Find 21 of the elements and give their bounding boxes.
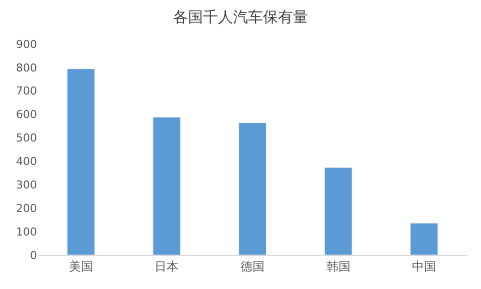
bar	[238, 122, 266, 255]
x-tick-label: 韩国	[326, 259, 350, 274]
x-tick-label: 德国	[240, 259, 264, 274]
x-tick-label: 中国	[412, 259, 436, 274]
y-tick-label: 700	[16, 84, 37, 98]
y-tick-label: 500	[16, 132, 37, 145]
bar	[152, 116, 181, 255]
y-tick-label: 200	[16, 202, 37, 215]
y-tick-label: 300	[16, 178, 37, 192]
y-tick-label: 800	[16, 61, 37, 74]
y-tick-label: 600	[16, 108, 37, 122]
bar	[324, 167, 352, 255]
y-tick-label: 900	[16, 38, 37, 51]
y-tick-label: 400	[16, 155, 37, 168]
chart-title: 各国千人汽车保有量	[173, 8, 308, 26]
x-tick-label: 美国	[68, 259, 93, 274]
bar	[66, 68, 95, 255]
y-tick-label: 100	[16, 225, 37, 238]
x-tick-label: 日本	[154, 259, 179, 274]
y-tick-label: 0	[30, 248, 37, 262]
bar	[410, 222, 438, 255]
